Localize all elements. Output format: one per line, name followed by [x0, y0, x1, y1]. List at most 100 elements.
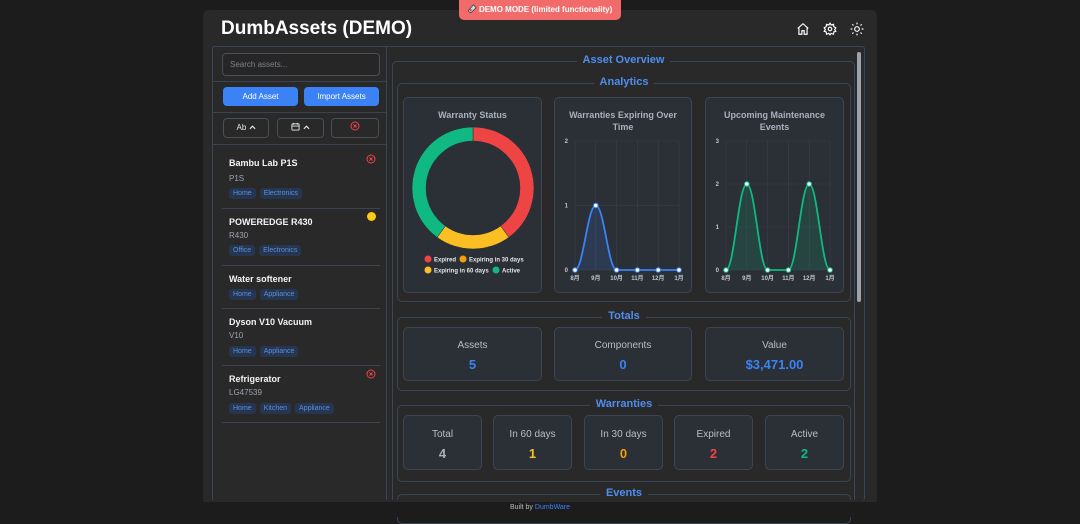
data-point [593, 202, 599, 209]
line-area [726, 184, 830, 270]
asset-item[interactable]: Dyson V10 Vacuum V10 Home Appliance [222, 308, 380, 366]
asset-model: LG47539 [229, 388, 262, 397]
asset-item[interactable]: Water softener Home Appliance [222, 265, 380, 309]
stat-value: 1 [528, 446, 537, 461]
expired-icon [366, 369, 376, 379]
y-tick-label: 0 [716, 268, 720, 274]
stat-label: Components [594, 340, 652, 351]
calendar-icon [291, 122, 300, 131]
pie-segment [411, 126, 474, 238]
stat-value: 4 [438, 446, 447, 461]
y-tick-label: 2 [565, 139, 569, 145]
stat-card: Components 0 [554, 327, 692, 381]
sort-name-button[interactable]: Ab [223, 118, 269, 138]
data-point [655, 267, 661, 273]
line-series [725, 183, 831, 271]
data-point [744, 181, 750, 187]
demo-banner: DEMO MODE (limited functionality) [459, 0, 621, 20]
legend-label: Expired [434, 257, 456, 263]
stat-card: In 60 days 1 [493, 415, 572, 470]
chart-plot: 8月 9月 10月 11月 12月 1月 0 1 2 3 [716, 139, 835, 282]
stat-value: $3,471.00 [745, 357, 804, 372]
sort-name-label: Ab [236, 123, 247, 132]
chart-card: Warranty Status Expired Expiring in 30 da… [403, 97, 542, 293]
chart-plot: Expired Expiring in 30 days Expiring in 60… [411, 126, 535, 274]
separator [212, 112, 386, 113]
tag: Home [229, 289, 256, 300]
footer-link[interactable]: DumbWare [534, 504, 571, 511]
x-tick-label: 11月 [782, 274, 794, 282]
stat-card: Active 2 [765, 415, 844, 470]
asset-item[interactable]: Refrigerator LG47539 Home Kitchen Applianc… [222, 365, 380, 423]
tag: Appliance [295, 403, 334, 414]
line-area [575, 205, 679, 270]
asset-name: POWEREDGE R430 [229, 217, 313, 227]
section-title: Analytics [593, 76, 655, 88]
tag: Appliance [259, 346, 299, 357]
x-tick-label: 8月 [721, 274, 730, 282]
separator [212, 144, 386, 145]
expiring-indicator [367, 212, 376, 221]
clip [387, 500, 857, 517]
stat-card: Assets 5 [403, 327, 542, 381]
test-tube-icon [467, 4, 477, 13]
section-title: Events [599, 487, 649, 499]
add-asset-button[interactable]: Add Asset [223, 87, 298, 106]
footer: Built by DumbWare [0, 504, 1080, 511]
y-tick-label: 1 [565, 204, 569, 210]
data-point [634, 267, 641, 273]
legend-swatch [424, 255, 432, 263]
stat-value: 2 [709, 446, 718, 461]
tag: Home [229, 346, 256, 357]
data-point [827, 267, 833, 273]
legend-label: Expiring in 60 days [434, 268, 489, 274]
legend-swatch [492, 266, 500, 274]
tag: Electronics [259, 245, 302, 256]
tag: Electronics [259, 188, 302, 199]
x-tick-label: 8月 [570, 274, 579, 282]
stat-value: 0 [619, 446, 628, 461]
x-tick-label: 9月 [591, 274, 600, 282]
separator [212, 81, 386, 82]
tag: Home [229, 188, 256, 199]
x-tick-label: 1月 [825, 274, 834, 282]
asset-model: P1S [229, 174, 245, 183]
stat-card: In 30 days 0 [584, 415, 663, 470]
stat-value: 0 [619, 357, 627, 372]
chart-title: Warranty Status [438, 110, 507, 120]
asset-name: Bambu Lab P1S [229, 158, 298, 168]
data-point [806, 181, 812, 187]
section-title: Warranties [589, 398, 659, 410]
legend-swatch [459, 255, 467, 263]
stat-label: Assets [457, 340, 488, 351]
stat-value: 5 [468, 357, 477, 372]
theme-toggle[interactable] [850, 22, 864, 36]
banner-text: DEMO MODE (limited functionality) [478, 5, 613, 14]
data-point [764, 267, 771, 273]
pie-segment [436, 225, 510, 250]
y-tick-label: 0 [565, 268, 569, 274]
chart-plot: 8月 9月 10月 11月 12月 1月 0 1 2 [565, 139, 684, 282]
sort-date-button[interactable] [277, 118, 324, 138]
stat-label: Value [762, 340, 787, 351]
asset-item[interactable]: Bambu Lab P1S P1S Home Electronics [222, 145, 380, 209]
legend-swatch [424, 266, 432, 274]
section-title: Totals [602, 310, 646, 322]
data-point [785, 267, 792, 273]
chart-title: Upcoming Maintenance Events [723, 110, 825, 132]
y-tick-label: 3 [716, 139, 720, 145]
clear-icon [350, 121, 360, 131]
section-title: Asset Overview [576, 54, 671, 66]
totals-section: Totals [397, 310, 851, 391]
home-button[interactable] [796, 22, 810, 36]
scrollbar-thumb[interactable] [857, 52, 861, 302]
asset-item[interactable]: POWEREDGE R430 R430 Office Electronics [222, 208, 380, 266]
search-input[interactable]: Search assets... [222, 53, 380, 76]
clear-filter-button[interactable] [331, 118, 379, 138]
warranties-section: Warranties [397, 398, 851, 482]
settings-button[interactable] [823, 22, 837, 36]
stat-card: Total 4 [403, 415, 482, 470]
import-assets-button[interactable]: Import Assets [304, 87, 379, 106]
asset-name: Water softener [229, 274, 292, 284]
